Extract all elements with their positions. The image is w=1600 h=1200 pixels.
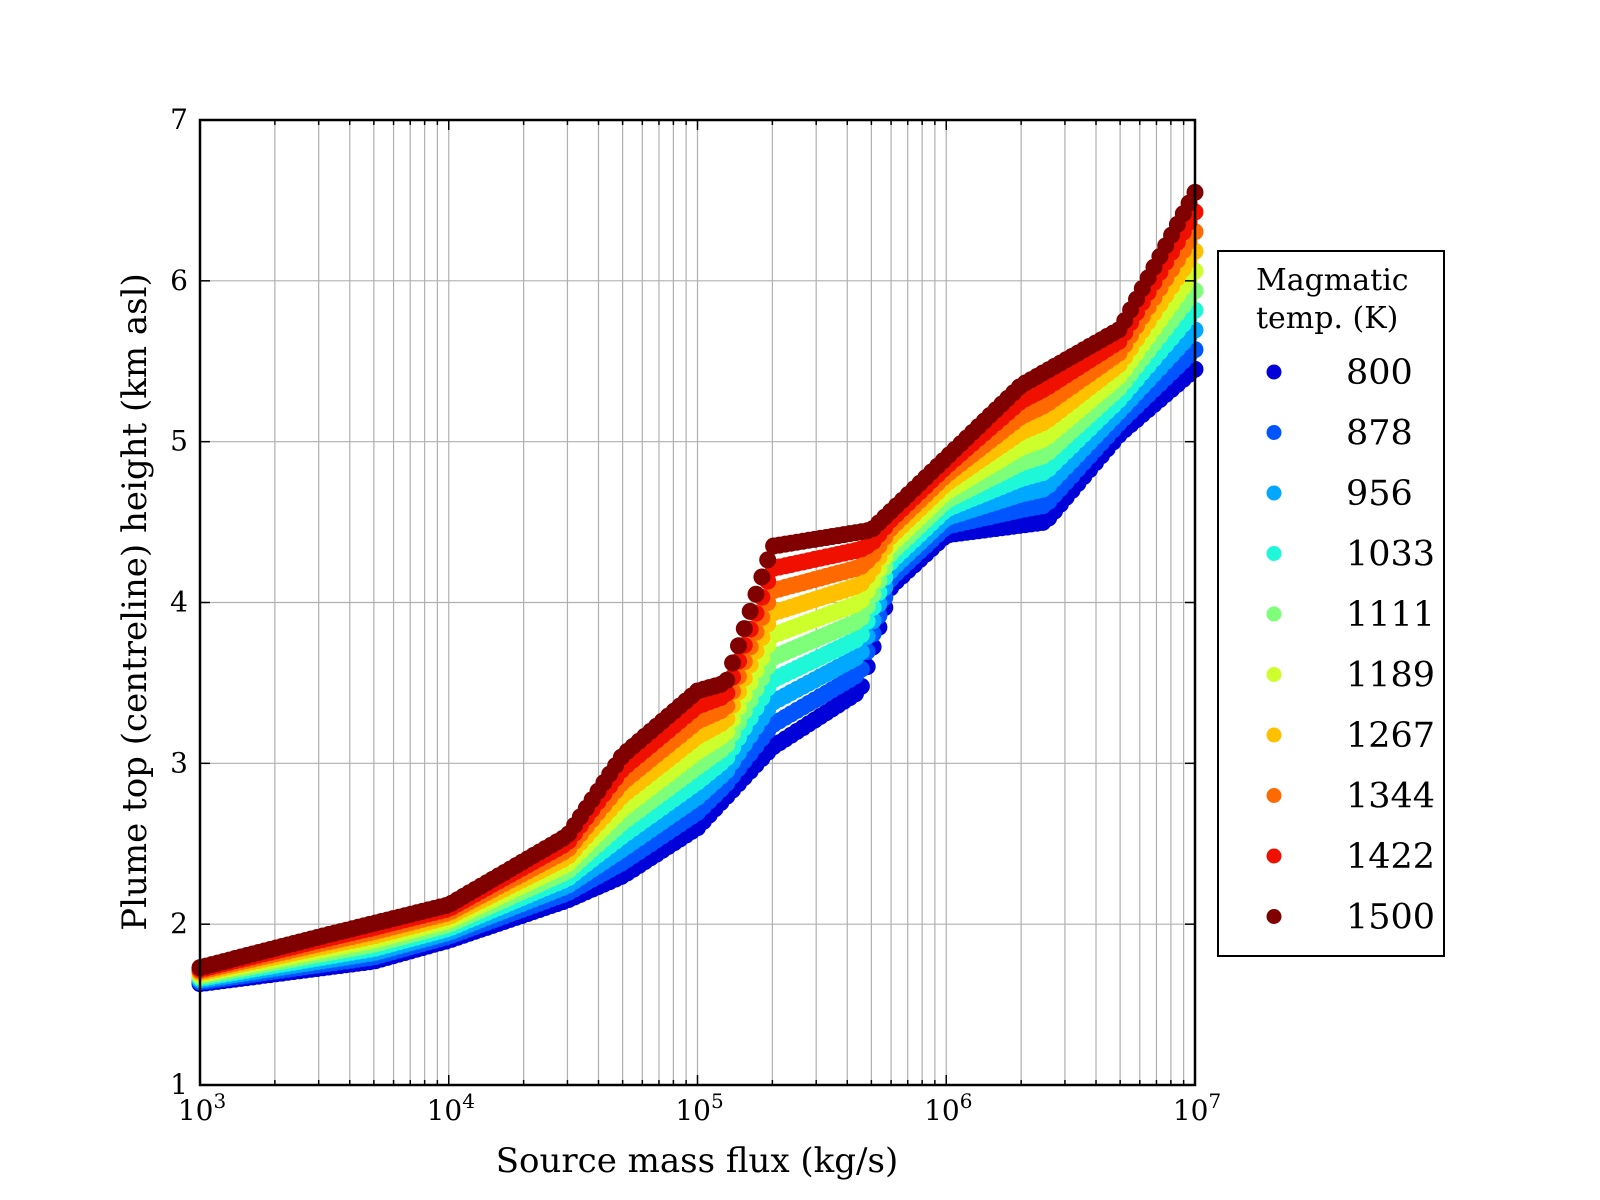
- axis-ticks: [200, 119, 1195, 1086]
- data-point: [753, 568, 771, 586]
- y-tick-labels: 1 2 3 4 5 6 7: [170, 103, 188, 1101]
- legend-marker: [1266, 848, 1282, 864]
- y-tick-label: 4: [170, 586, 188, 619]
- x-tick-label: 107: [1173, 1089, 1221, 1127]
- data-point: [735, 620, 753, 638]
- data-point: [759, 551, 777, 569]
- legend-marker: [1266, 788, 1282, 803]
- legend-marker: [1266, 727, 1282, 743]
- y-tick-label: 2: [170, 907, 188, 940]
- y-tick-label: 6: [170, 264, 188, 297]
- x-tick-label: 106: [924, 1089, 972, 1127]
- y-tick-label: 3: [170, 746, 188, 779]
- legend-label: 1344: [1346, 777, 1435, 817]
- data-point: [718, 671, 736, 689]
- legend-label: 1422: [1346, 837, 1435, 877]
- legend-marker: [1266, 425, 1282, 440]
- legend-label: 956: [1346, 474, 1413, 514]
- data-points: [191, 183, 1204, 993]
- grid-lines: [200, 119, 1195, 1086]
- x-tick-label: 103: [178, 1089, 226, 1127]
- data-point: [747, 585, 765, 603]
- legend-marker: [1266, 909, 1282, 924]
- legend-marker: [1266, 606, 1282, 622]
- x-axis-label: Source mass flux (kg/s): [496, 1141, 898, 1181]
- legend-label: 1189: [1346, 656, 1435, 696]
- y-tick-label: 7: [170, 103, 188, 136]
- data-point: [730, 637, 747, 655]
- y-tick-label: 5: [170, 425, 188, 458]
- legend-marker: [1266, 667, 1282, 682]
- y-axis-label: Plume top (centreline) height (km asl): [115, 273, 155, 931]
- y-tick-label: 1: [170, 1068, 188, 1101]
- legend-label: 1111: [1346, 595, 1435, 635]
- x-tick-labels: 103 104 105 106 107: [178, 1089, 1221, 1127]
- x-tick-label: 104: [427, 1089, 475, 1127]
- data-point: [724, 654, 742, 672]
- legend: Magmatic temp. (K) 800 878 956 1033 1111 1189…: [1217, 250, 1445, 957]
- legend-marker: [1266, 364, 1282, 380]
- legend-marker: [1266, 485, 1282, 501]
- legend-label: 800: [1346, 353, 1413, 393]
- x-tick-label: 105: [675, 1089, 723, 1127]
- legend-title-line1: Magmatic: [1256, 263, 1409, 298]
- legend-label: 1500: [1346, 898, 1435, 938]
- legend-title-line2: temp. (K): [1256, 301, 1398, 336]
- data-point: [741, 602, 759, 620]
- legend-marker: [1266, 546, 1282, 561]
- legend-label: 1267: [1346, 716, 1435, 756]
- legend-label: 878: [1346, 414, 1413, 454]
- legend-entries: 800 878 956 1033 1111 1189 1267 1344 1422 1500: [1266, 353, 1435, 938]
- data-point: [852, 626, 870, 644]
- legend-label: 1033: [1346, 535, 1435, 575]
- legend-box: [1217, 250, 1445, 957]
